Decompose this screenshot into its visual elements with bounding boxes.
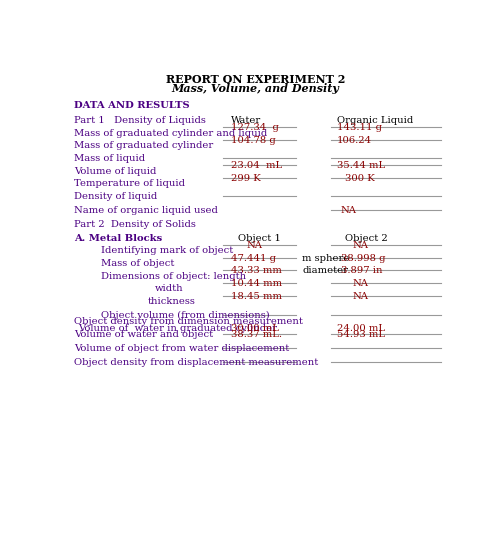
Text: Volume of  water in graduated cylinder: Volume of water in graduated cylinder (78, 324, 277, 333)
Text: 35.44 mL: 35.44 mL (337, 161, 385, 170)
Text: NA: NA (352, 241, 368, 250)
Text: Temperature of liquid: Temperature of liquid (74, 179, 185, 188)
Text: Mass of liquid: Mass of liquid (74, 154, 145, 163)
Text: Volume of water and object: Volume of water and object (74, 330, 213, 339)
Text: 38.998 g: 38.998 g (341, 254, 385, 263)
Text: 38.37 mL.: 38.37 mL. (231, 330, 281, 339)
Text: Object 1: Object 1 (239, 234, 281, 242)
Text: 3.897 in: 3.897 in (341, 266, 382, 275)
Text: 300 K: 300 K (345, 174, 374, 183)
Text: Object density from dimension measurement: Object density from dimension measuremen… (74, 317, 303, 326)
Text: Identifying mark of object: Identifying mark of object (101, 246, 234, 255)
Text: Dimensions of object: length: Dimensions of object: length (101, 272, 246, 281)
Text: Volume of object from water displacement: Volume of object from water displacement (74, 344, 289, 353)
Text: REPORT ON EXPERIMENT 2: REPORT ON EXPERIMENT 2 (166, 74, 345, 86)
Text: 18.45 mm: 18.45 mm (231, 292, 281, 301)
Text: Volume of liquid: Volume of liquid (74, 166, 156, 175)
Text: NA: NA (352, 279, 368, 288)
Text: NA: NA (246, 241, 262, 250)
Text: Mass, Volume, and Density: Mass, Volume, and Density (172, 83, 340, 94)
Text: 30.00 mL: 30.00 mL (231, 324, 278, 333)
Text: Part 1   Density of Liquids: Part 1 Density of Liquids (74, 116, 206, 125)
Text: 106.24: 106.24 (337, 136, 372, 145)
Text: 104.78 g: 104.78 g (231, 136, 275, 145)
Text: width: width (155, 284, 184, 293)
Text: NA: NA (341, 205, 357, 215)
Text: diameter: diameter (302, 266, 348, 275)
Text: Object density from displacement measurement: Object density from displacement measure… (74, 358, 318, 367)
Text: A. Metal Blocks: A. Metal Blocks (74, 234, 162, 242)
Text: 43.33 mm: 43.33 mm (231, 266, 281, 275)
Text: Density of liquid: Density of liquid (74, 192, 157, 201)
Text: Mass of object: Mass of object (101, 259, 175, 268)
Text: DATA AND RESULTS: DATA AND RESULTS (74, 101, 190, 110)
Text: 10.44 mm: 10.44 mm (231, 279, 282, 288)
Text: thickness: thickness (148, 297, 195, 306)
Text: Name of organic liquid used: Name of organic liquid used (74, 205, 218, 215)
Text: 54.93 mL: 54.93 mL (337, 330, 385, 339)
Text: 143.11 g: 143.11 g (337, 124, 382, 132)
Text: 24.00 mL: 24.00 mL (337, 324, 385, 333)
Text: 23.04  mL: 23.04 mL (231, 161, 282, 170)
Text: Mass of graduated cylinder and liquid: Mass of graduated cylinder and liquid (74, 129, 267, 138)
Text: 127.34  g: 127.34 g (231, 124, 278, 132)
Text: Part 2  Density of Solids: Part 2 Density of Solids (74, 219, 196, 228)
Text: Organic Liquid: Organic Liquid (337, 116, 413, 125)
Text: Object volume (from dimensions): Object volume (from dimensions) (101, 311, 270, 320)
Text: 299 K: 299 K (231, 174, 260, 183)
Text: Mass of graduated cylinder: Mass of graduated cylinder (74, 141, 213, 150)
Text: 47.441 g: 47.441 g (231, 254, 275, 263)
Text: m sphere: m sphere (302, 254, 349, 263)
Text: Water: Water (231, 116, 261, 125)
Text: NA: NA (352, 292, 368, 301)
Text: Object 2: Object 2 (345, 234, 387, 242)
